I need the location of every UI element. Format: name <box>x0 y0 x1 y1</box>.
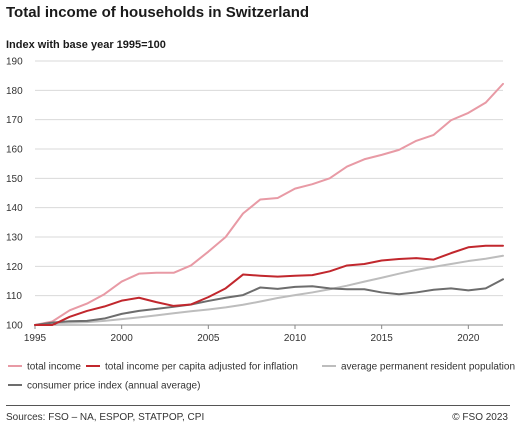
legend-label: total income <box>27 362 81 373</box>
source-note: Sources: FSO – NA, ESPOP, STATPOP, CPI <box>6 412 205 423</box>
y-tick-label: 130 <box>6 233 23 244</box>
x-tick-label: 2020 <box>457 333 480 344</box>
y-tick-labels: 100 110 120 130 140 150 160 170 180 190 <box>6 57 23 332</box>
chart-title: Total income of households in Switzerlan… <box>6 4 310 21</box>
x-tick-label: 1995 <box>24 333 47 344</box>
series-line-1 <box>34 82 504 326</box>
y-tick-label: 190 <box>6 57 23 68</box>
grid-lines <box>35 60 503 326</box>
copyright-note: © FSO 2023 <box>452 412 508 423</box>
y-tick-label: 150 <box>6 174 23 185</box>
x-tick-label: 2010 <box>284 333 307 344</box>
y-tick-label: 100 <box>6 321 23 332</box>
y-tick-label: 160 <box>6 145 23 156</box>
x-tick-label: 2000 <box>111 333 134 344</box>
series-line-4 <box>34 278 504 326</box>
x-tick-labels: 1995 2000 2005 2010 2015 2020 <box>24 325 480 344</box>
series-line-3 <box>34 254 504 326</box>
y-tick-label: 180 <box>6 86 23 97</box>
y-tick-label: 120 <box>6 262 23 273</box>
x-tick-label: 2015 <box>371 333 394 344</box>
series-line-2 <box>34 244 504 326</box>
y-tick-label: 170 <box>6 115 23 126</box>
legend-label: average permanent resident population <box>341 362 515 373</box>
data-series <box>34 82 504 326</box>
y-tick-label: 140 <box>6 203 23 214</box>
legend-label: consumer price index (annual average) <box>27 381 200 392</box>
chart-subtitle: Index with base year 1995=100 <box>6 39 166 51</box>
y-tick-label: 110 <box>6 291 22 302</box>
footer-divider <box>6 405 510 406</box>
x-tick-label: 2005 <box>197 333 220 344</box>
line-chart: 100 110 120 130 140 150 160 170 180 190 1995 2000 2… <box>6 57 515 392</box>
legend-label: total income per capita adjusted for inf… <box>105 362 298 373</box>
chart-legend: total income total income per capita adju… <box>8 362 515 392</box>
